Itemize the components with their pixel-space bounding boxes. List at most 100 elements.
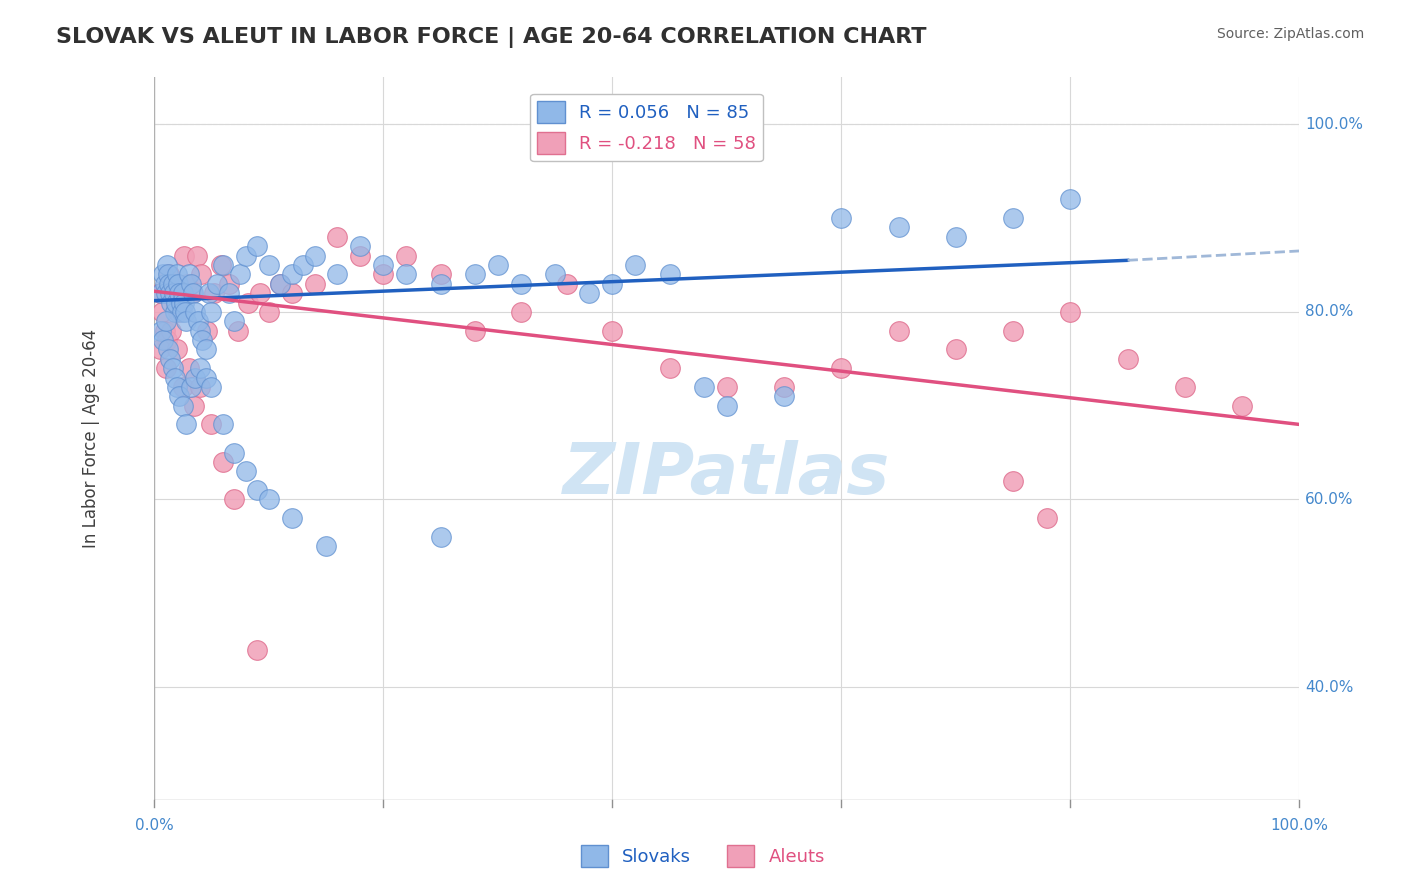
Point bbox=[165, 295, 187, 310]
Text: ZIPatlas: ZIPatlas bbox=[564, 440, 890, 509]
Point bbox=[173, 249, 195, 263]
Point bbox=[162, 277, 184, 291]
Point bbox=[945, 343, 967, 357]
Point bbox=[373, 268, 395, 282]
Point bbox=[280, 286, 302, 301]
Point bbox=[184, 305, 207, 319]
Point bbox=[887, 324, 910, 338]
Point bbox=[1174, 380, 1197, 394]
Text: 80.0%: 80.0% bbox=[1305, 304, 1354, 319]
Point bbox=[209, 258, 232, 272]
Point bbox=[693, 380, 716, 394]
Point bbox=[212, 417, 235, 432]
Point bbox=[395, 268, 418, 282]
Point bbox=[186, 249, 208, 263]
Point bbox=[249, 286, 271, 301]
Point bbox=[658, 268, 681, 282]
Point bbox=[486, 258, 509, 272]
Point bbox=[156, 268, 179, 282]
Text: Source: ZipAtlas.com: Source: ZipAtlas.com bbox=[1216, 27, 1364, 41]
Point bbox=[152, 333, 174, 347]
Point bbox=[188, 324, 211, 338]
Point bbox=[156, 258, 179, 272]
Point bbox=[191, 333, 214, 347]
Point bbox=[200, 417, 222, 432]
Point bbox=[246, 239, 269, 253]
Point bbox=[212, 455, 235, 469]
Point bbox=[149, 343, 172, 357]
Legend: Slovaks, Aleuts: Slovaks, Aleuts bbox=[574, 838, 832, 874]
Point bbox=[177, 361, 200, 376]
Point bbox=[395, 249, 418, 263]
Point bbox=[190, 268, 212, 282]
Point bbox=[304, 277, 326, 291]
Point bbox=[945, 230, 967, 244]
Point bbox=[165, 295, 187, 310]
Point bbox=[544, 268, 567, 282]
Point bbox=[200, 380, 222, 394]
Point bbox=[205, 277, 228, 291]
Point bbox=[326, 268, 349, 282]
Point bbox=[159, 351, 181, 366]
Point bbox=[194, 343, 217, 357]
Point bbox=[166, 268, 188, 282]
Point bbox=[160, 295, 183, 310]
Text: In Labor Force | Age 20-64: In Labor Force | Age 20-64 bbox=[82, 329, 100, 548]
Point bbox=[149, 286, 172, 301]
Point bbox=[163, 370, 186, 384]
Point bbox=[153, 324, 176, 338]
Point bbox=[160, 277, 183, 291]
Point bbox=[429, 530, 451, 544]
Point bbox=[181, 286, 204, 301]
Point bbox=[1036, 511, 1059, 525]
Point bbox=[157, 268, 180, 282]
Point bbox=[235, 464, 257, 478]
Point bbox=[183, 399, 205, 413]
Point bbox=[716, 399, 738, 413]
Point bbox=[184, 370, 207, 384]
Point bbox=[212, 258, 235, 272]
Point bbox=[156, 333, 179, 347]
Point bbox=[156, 343, 179, 357]
Point bbox=[198, 286, 221, 301]
Point bbox=[269, 277, 291, 291]
Point bbox=[509, 277, 531, 291]
Point bbox=[169, 286, 191, 301]
Point bbox=[349, 239, 371, 253]
Point bbox=[163, 286, 186, 301]
Point bbox=[176, 314, 198, 328]
Point bbox=[155, 361, 177, 376]
Point bbox=[600, 324, 623, 338]
Point bbox=[658, 361, 681, 376]
Point bbox=[464, 324, 486, 338]
Point bbox=[159, 286, 181, 301]
Text: 60.0%: 60.0% bbox=[1305, 492, 1354, 507]
Point bbox=[235, 249, 257, 263]
Point bbox=[170, 305, 193, 319]
Point bbox=[600, 277, 623, 291]
Point bbox=[157, 277, 180, 291]
Point bbox=[180, 380, 202, 394]
Legend: R = 0.056   N = 85, R = -0.218   N = 58: R = 0.056 N = 85, R = -0.218 N = 58 bbox=[530, 94, 763, 161]
Point bbox=[236, 295, 259, 310]
Text: 100.0%: 100.0% bbox=[1271, 818, 1329, 833]
Point bbox=[200, 305, 222, 319]
Point bbox=[373, 258, 395, 272]
Point bbox=[166, 380, 188, 394]
Point bbox=[257, 258, 280, 272]
Point bbox=[181, 286, 204, 301]
Point bbox=[187, 314, 209, 328]
Point bbox=[292, 258, 315, 272]
Point bbox=[1230, 399, 1253, 413]
Point bbox=[229, 268, 252, 282]
Point bbox=[172, 286, 194, 301]
Point bbox=[315, 539, 337, 553]
Point bbox=[160, 324, 183, 338]
Point bbox=[349, 249, 371, 263]
Point bbox=[773, 380, 796, 394]
Point bbox=[195, 324, 218, 338]
Point bbox=[1002, 324, 1025, 338]
Point bbox=[150, 286, 173, 301]
Point bbox=[224, 492, 246, 507]
Point bbox=[169, 295, 191, 310]
